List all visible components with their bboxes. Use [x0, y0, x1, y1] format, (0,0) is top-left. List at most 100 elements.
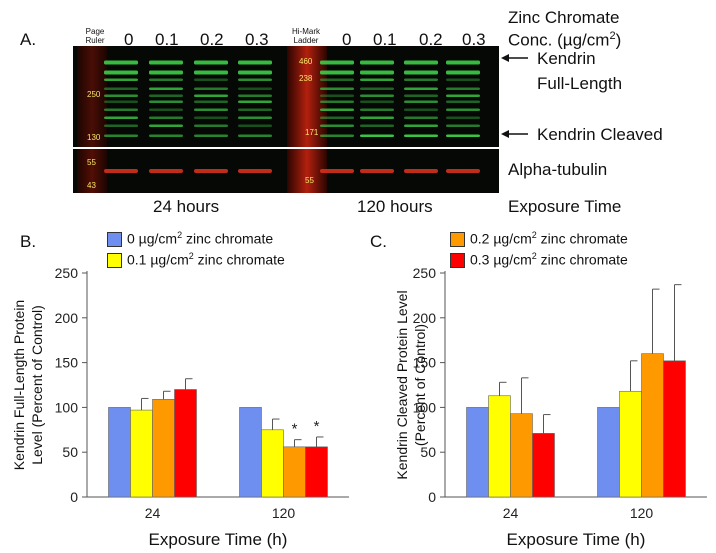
lane-conc-24h-0-2: 0.2: [200, 30, 224, 49]
western-blot-tubulin: 55 43 55: [73, 149, 499, 193]
chart-kendrin-full-length: 0 50 100 150 200 250 24 * * 120 Exposure Time (h) K…: [11, 265, 349, 549]
arrow-cleaved: [501, 130, 528, 138]
legend-entry-1-sup: 2: [188, 251, 194, 261]
significance-marker: *: [314, 418, 320, 435]
y-axis-title: Kendrin Full-Length Protein: [11, 300, 27, 470]
y-tick-label: 50: [420, 444, 436, 460]
y-tick-label: 100: [55, 399, 79, 415]
exposure-time-label: Exposure Time: [508, 197, 622, 216]
red-band: [104, 169, 138, 173]
green-band: [149, 78, 183, 81]
green-band: [149, 87, 183, 90]
legend-entry-2: 0.2 µg/cm2 zinc chromate: [470, 230, 628, 247]
legend-swatch-1: [107, 253, 122, 268]
marker-tubulin-55-left: 55: [87, 158, 96, 167]
lane-conc-24h-0: 0: [124, 30, 134, 49]
green-band: [360, 108, 394, 111]
bar: [619, 390, 642, 498]
legend-entry-0-text: 0 µg/cm: [127, 230, 178, 247]
bar: [466, 407, 489, 498]
legend-entry-1-text: 0.1 µg/cm: [127, 251, 189, 268]
green-band: [404, 116, 438, 119]
bar: [261, 429, 284, 498]
lane-conc-120h-0: 0: [342, 30, 352, 49]
green-band: [238, 78, 272, 81]
red-band: [320, 169, 354, 173]
y-tick-label: 0: [428, 489, 436, 505]
green-band: [194, 94, 228, 97]
marker-tubulin-43: 43: [87, 181, 96, 190]
green-band: [404, 100, 438, 103]
green-band: [104, 60, 138, 65]
red-band: [238, 169, 272, 173]
green-band: [238, 116, 272, 119]
green-band: [194, 100, 228, 103]
green-band: [238, 108, 272, 111]
lane-conc-120h-0-3: 0.3: [462, 30, 486, 49]
green-band: [194, 124, 228, 127]
legend-swatch-3: [450, 253, 465, 268]
bar: [641, 353, 664, 498]
green-band: [320, 116, 354, 119]
red-bands: [104, 169, 480, 173]
red-band: [360, 169, 394, 173]
marker-238: 238: [299, 74, 313, 83]
green-band: [404, 108, 438, 111]
bar: [152, 399, 175, 498]
green-band: [238, 124, 272, 127]
time-120-hours: 120 hours: [357, 197, 433, 216]
green-band: [149, 124, 183, 127]
green-band: [104, 134, 138, 137]
green-band: [360, 124, 394, 127]
green-band: [149, 100, 183, 103]
green-band: [149, 60, 183, 65]
green-band: [404, 78, 438, 81]
green-band: [194, 116, 228, 119]
red-band: [446, 169, 480, 173]
panel-b-letter: B.: [20, 232, 37, 251]
green-band: [238, 87, 272, 90]
green-band: [360, 116, 394, 119]
red-band: [149, 169, 183, 173]
green-band: [104, 100, 138, 103]
legend-entry-0-suffix: zinc chromate: [182, 230, 274, 247]
legend-entry-3: 0.3 µg/cm2 zinc chromate: [470, 251, 628, 268]
lane-conc-120h-0-2: 0.2: [419, 30, 443, 49]
western-blot-kendrin: 250 130 460 238 171: [73, 46, 499, 147]
green-band: [194, 134, 228, 137]
marker-171: 171: [305, 128, 319, 137]
marker-tubulin-55-mid: 55: [305, 176, 314, 185]
legend-entry-2-text: 0.2 µg/cm: [470, 230, 532, 247]
green-band: [104, 108, 138, 111]
green-band: [104, 124, 138, 127]
legend-entry-2-suffix: zinc chromate: [536, 230, 628, 247]
panel-a-letter: A.: [20, 30, 37, 49]
legend-entry-2-sup: 2: [531, 230, 537, 240]
green-band: [320, 134, 354, 137]
x-tick-label: 120: [630, 505, 654, 521]
green-band: [320, 60, 354, 65]
green-band: [194, 87, 228, 90]
green-band: [320, 70, 354, 75]
ladder-lane-page-ruler: [77, 149, 107, 193]
red-band: [404, 169, 438, 173]
green-band: [194, 60, 228, 65]
green-band: [320, 78, 354, 81]
x-tick-label: 120: [272, 505, 296, 521]
green-band: [320, 87, 354, 90]
green-band: [446, 108, 480, 111]
green-band: [360, 100, 394, 103]
marker-250: 250: [87, 90, 101, 99]
x-tick-label: 24: [503, 505, 519, 521]
bar: [597, 407, 620, 498]
bar: [130, 409, 153, 498]
green-band: [320, 94, 354, 97]
green-band: [360, 134, 394, 137]
x-axis-title: Exposure Time (h): [149, 530, 288, 549]
lane-label-hi-mark-ladder: Hi-Mark Ladder: [292, 27, 320, 45]
green-band: [320, 108, 354, 111]
green-bands: [104, 60, 480, 137]
green-band: [446, 70, 480, 75]
green-band: [404, 94, 438, 97]
green-band: [446, 87, 480, 90]
